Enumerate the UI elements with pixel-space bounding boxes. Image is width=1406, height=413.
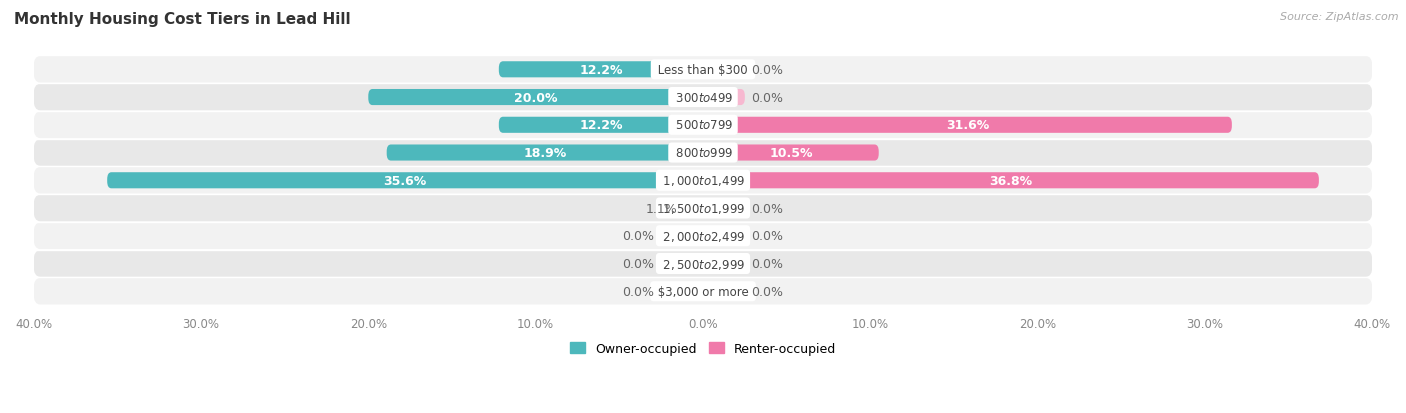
- Text: 12.2%: 12.2%: [579, 119, 623, 132]
- Text: 36.8%: 36.8%: [990, 174, 1032, 188]
- Text: Monthly Housing Cost Tiers in Lead Hill: Monthly Housing Cost Tiers in Lead Hill: [14, 12, 350, 27]
- FancyBboxPatch shape: [661, 283, 703, 299]
- FancyBboxPatch shape: [34, 278, 1372, 305]
- FancyBboxPatch shape: [703, 228, 745, 244]
- Text: 0.0%: 0.0%: [752, 257, 783, 271]
- Text: $500 to $799: $500 to $799: [672, 119, 734, 132]
- FancyBboxPatch shape: [703, 173, 1319, 189]
- FancyBboxPatch shape: [703, 90, 745, 106]
- Text: 0.0%: 0.0%: [623, 257, 654, 271]
- Text: $2,500 to $2,999: $2,500 to $2,999: [659, 257, 747, 271]
- Text: $300 to $499: $300 to $499: [672, 91, 734, 104]
- Text: $1,000 to $1,499: $1,000 to $1,499: [659, 174, 747, 188]
- FancyBboxPatch shape: [368, 90, 703, 106]
- Text: 0.0%: 0.0%: [623, 285, 654, 298]
- Text: 0.0%: 0.0%: [752, 230, 783, 243]
- FancyBboxPatch shape: [685, 200, 703, 216]
- FancyBboxPatch shape: [34, 112, 1372, 139]
- FancyBboxPatch shape: [107, 173, 703, 189]
- Text: 1.1%: 1.1%: [647, 202, 678, 215]
- FancyBboxPatch shape: [34, 168, 1372, 194]
- Text: 10.5%: 10.5%: [769, 147, 813, 160]
- Text: 18.9%: 18.9%: [523, 147, 567, 160]
- Text: 0.0%: 0.0%: [752, 202, 783, 215]
- Text: $1,500 to $1,999: $1,500 to $1,999: [659, 202, 747, 216]
- Text: Source: ZipAtlas.com: Source: ZipAtlas.com: [1281, 12, 1399, 22]
- Text: 0.0%: 0.0%: [752, 285, 783, 298]
- FancyBboxPatch shape: [34, 140, 1372, 166]
- FancyBboxPatch shape: [703, 256, 745, 272]
- FancyBboxPatch shape: [703, 145, 879, 161]
- Text: 31.6%: 31.6%: [946, 119, 988, 132]
- FancyBboxPatch shape: [661, 256, 703, 272]
- FancyBboxPatch shape: [34, 85, 1372, 111]
- FancyBboxPatch shape: [499, 117, 703, 133]
- Text: 20.0%: 20.0%: [513, 91, 557, 104]
- Text: 0.0%: 0.0%: [752, 91, 783, 104]
- Text: 12.2%: 12.2%: [579, 64, 623, 76]
- FancyBboxPatch shape: [34, 195, 1372, 222]
- FancyBboxPatch shape: [34, 251, 1372, 277]
- FancyBboxPatch shape: [703, 62, 745, 78]
- Text: 0.0%: 0.0%: [623, 230, 654, 243]
- Text: $2,000 to $2,499: $2,000 to $2,499: [659, 229, 747, 243]
- FancyBboxPatch shape: [703, 117, 1232, 133]
- Text: $3,000 or more: $3,000 or more: [654, 285, 752, 298]
- FancyBboxPatch shape: [703, 283, 745, 299]
- FancyBboxPatch shape: [703, 200, 745, 216]
- FancyBboxPatch shape: [387, 145, 703, 161]
- Text: Less than $300: Less than $300: [654, 64, 752, 76]
- Text: 35.6%: 35.6%: [384, 174, 427, 188]
- Text: 0.0%: 0.0%: [752, 64, 783, 76]
- FancyBboxPatch shape: [661, 228, 703, 244]
- FancyBboxPatch shape: [34, 57, 1372, 83]
- FancyBboxPatch shape: [34, 223, 1372, 249]
- Text: $800 to $999: $800 to $999: [672, 147, 734, 160]
- FancyBboxPatch shape: [499, 62, 703, 78]
- Legend: Owner-occupied, Renter-occupied: Owner-occupied, Renter-occupied: [565, 337, 841, 360]
